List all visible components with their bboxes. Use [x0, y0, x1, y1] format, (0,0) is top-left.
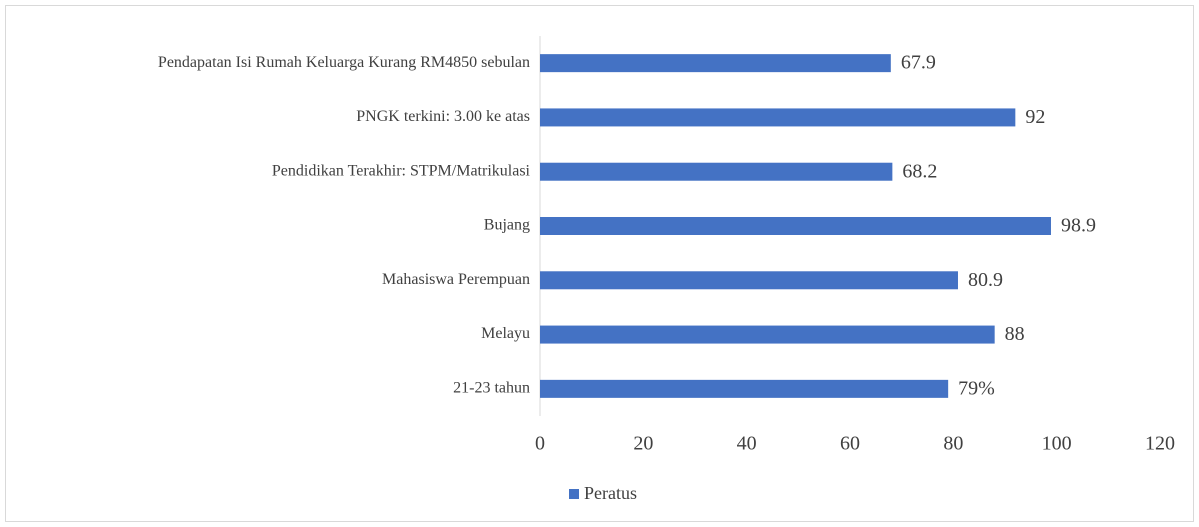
value-label: 92: [1025, 106, 1045, 128]
bar: [540, 162, 893, 181]
bar: [540, 379, 949, 398]
value-label: 68.2: [902, 160, 937, 182]
y-tick-label: Pendapatan Isi Rumah Keluarga Kurang RM4…: [158, 54, 530, 71]
legend-label: Peratus: [584, 483, 637, 503]
bar: [540, 217, 1051, 235]
chart-frame: [5, 5, 1194, 522]
value-label: 88: [1005, 323, 1025, 345]
x-tick-label: 0: [535, 433, 545, 455]
x-tick-label: 100: [1042, 433, 1072, 455]
x-tick-label: 80: [943, 433, 963, 455]
value-label: 79%: [958, 377, 995, 399]
legend-swatch: [569, 489, 579, 499]
x-tick-label: 120: [1145, 433, 1175, 455]
bar: [540, 54, 891, 73]
value-label: 80.9: [968, 269, 1003, 291]
y-tick-label: Mahasiswa Perempuan: [382, 271, 530, 288]
value-label: 67.9: [901, 52, 936, 74]
y-tick-label: Pendidikan Terakhir: STPM/Matrikulasi: [272, 162, 531, 179]
y-tick-label: 21-23 tahun: [453, 380, 530, 397]
bar: [540, 325, 995, 344]
x-tick-label: 20: [633, 433, 653, 455]
value-label: 98.9: [1061, 215, 1096, 237]
bar: [540, 108, 1016, 127]
x-tick-label: 40: [737, 433, 757, 455]
y-tick-label: Melayu: [481, 325, 530, 342]
y-tick-label: PNGK terkini: 3.00 ke atas: [356, 108, 530, 125]
y-tick-label: Bujang: [484, 217, 530, 234]
bar: [540, 271, 958, 290]
x-tick-label: 60: [840, 433, 860, 455]
